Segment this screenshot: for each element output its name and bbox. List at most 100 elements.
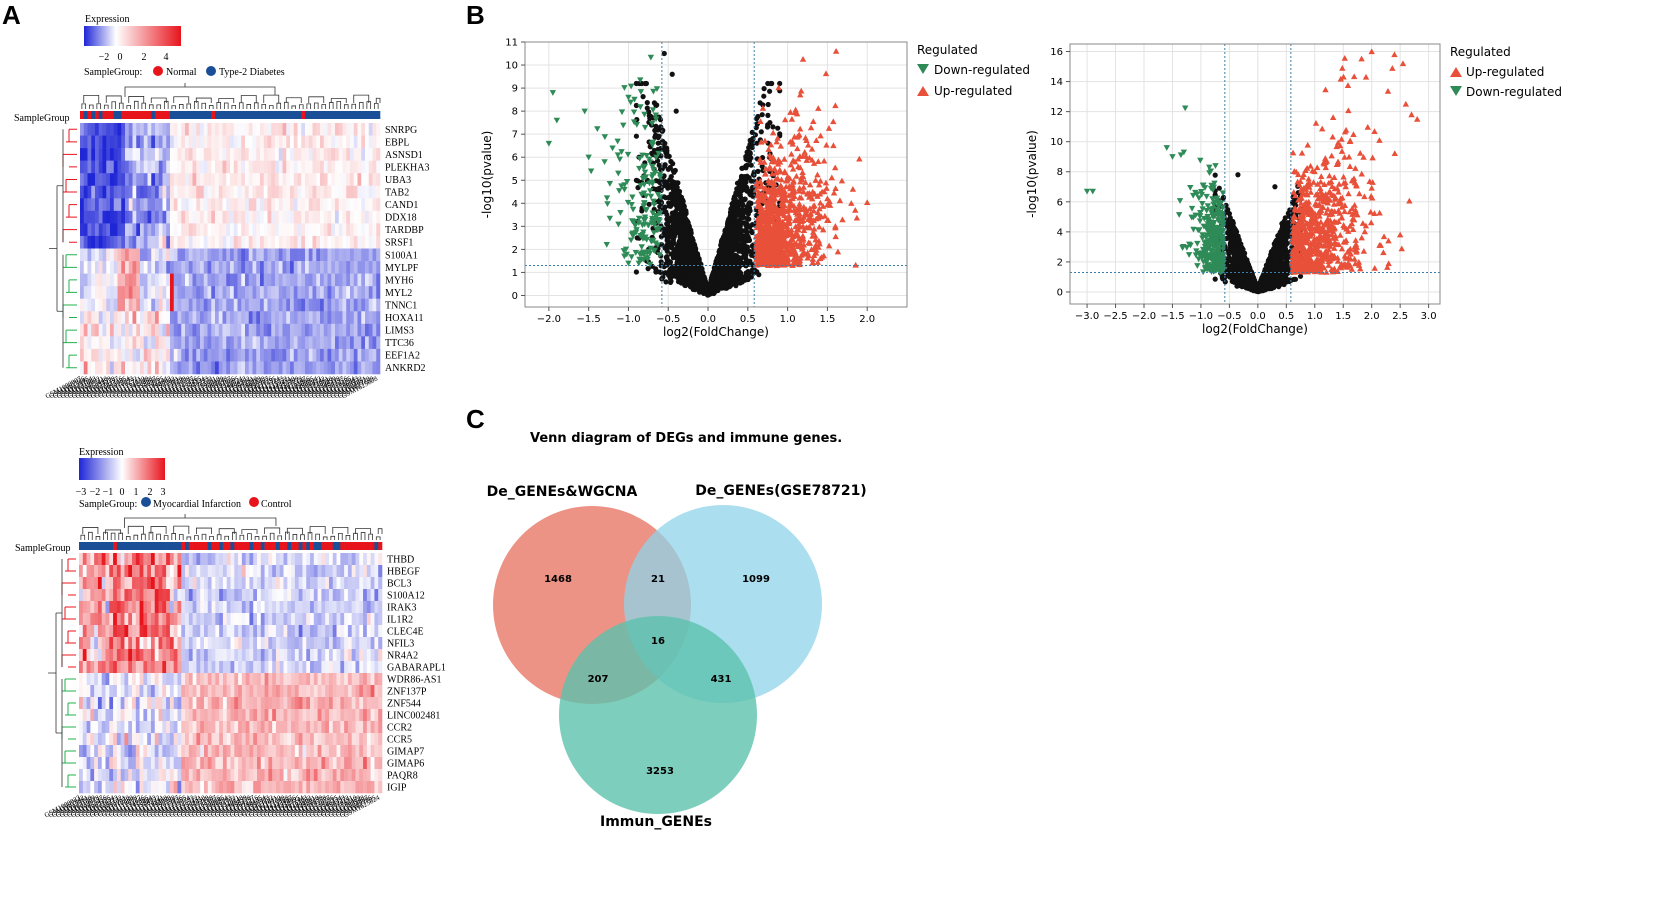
heatmap-cell xyxy=(147,721,152,734)
heatmap-cell xyxy=(263,123,268,136)
heatmap-cell xyxy=(368,261,373,274)
heatmap-cell xyxy=(109,637,114,650)
heatmap-cell xyxy=(200,298,205,312)
heatmap-cell xyxy=(105,565,110,578)
heatmap-cell xyxy=(316,273,321,287)
heatmap-cell xyxy=(361,123,366,136)
heatmap-cell xyxy=(305,135,310,149)
gene-label: MYH6 xyxy=(385,275,413,286)
heatmap-cell xyxy=(90,709,95,722)
heatmap-cell xyxy=(101,673,106,686)
heatmap-cell xyxy=(237,185,242,199)
heatmap-cell xyxy=(154,661,159,674)
heatmap-cell xyxy=(278,123,283,136)
heatmap-cell xyxy=(80,210,85,224)
heatmap-cell xyxy=(215,697,220,710)
heatmap-cell xyxy=(264,781,269,794)
heatmap-cell xyxy=(260,733,265,746)
sample-labels: GSM1000007GSM1007926GSM1015845GSM1023764… xyxy=(44,374,379,400)
heatmap-cell xyxy=(90,565,95,578)
heatmap-cell xyxy=(203,261,208,274)
annotation-cell xyxy=(347,542,352,550)
heatmap-cell xyxy=(95,273,100,287)
heatmap-cell xyxy=(132,361,137,375)
heatmap-cell xyxy=(267,336,272,350)
heatmap-cell xyxy=(230,637,235,650)
heatmap-cell xyxy=(125,173,130,187)
ns-point xyxy=(777,80,783,87)
heatmap-cell xyxy=(350,223,355,237)
heatmap-cell xyxy=(378,565,383,578)
heatmap-cell xyxy=(155,273,160,287)
heatmap-cell xyxy=(226,661,231,674)
heatmap-cell xyxy=(305,185,310,199)
heatmap-cell xyxy=(342,298,347,312)
heatmap-cell xyxy=(287,553,292,566)
heatmap-cell xyxy=(143,661,148,674)
heatmap-cell xyxy=(200,613,205,626)
heatmap-cell xyxy=(143,273,148,287)
heatmap-cell xyxy=(357,311,362,325)
heatmap-cell xyxy=(368,135,373,149)
heatmap-cell xyxy=(185,637,190,650)
heatmap-cell xyxy=(188,673,193,686)
heatmap-cell xyxy=(101,769,106,782)
heatmap-cell xyxy=(113,601,118,614)
heatmap-cell xyxy=(151,286,156,299)
heatmap-cell xyxy=(252,261,257,274)
heatmap-cell xyxy=(335,248,340,262)
heatmap-cell xyxy=(305,261,310,274)
annotation-cell xyxy=(113,111,118,119)
heatmap-cell xyxy=(158,361,163,375)
heatmap-cell xyxy=(321,553,326,566)
heatmap-cell xyxy=(312,223,317,237)
heatmap-cell xyxy=(302,721,307,734)
heatmap-cell xyxy=(139,697,144,710)
heatmap-cell xyxy=(185,223,190,237)
heatmap-cell xyxy=(185,757,190,770)
heatmap-cell xyxy=(366,673,371,686)
heatmap-cell xyxy=(139,757,144,770)
heatmap-cell xyxy=(219,757,224,770)
heatmap-cell xyxy=(143,173,148,187)
heatmap-cell xyxy=(283,745,288,758)
heatmap-cell xyxy=(113,721,118,734)
heatmap-cell xyxy=(140,248,145,262)
heatmap-cell xyxy=(357,148,362,161)
heatmap-cell xyxy=(283,565,288,578)
heatmap-cell xyxy=(336,769,341,782)
heatmap-cell xyxy=(344,697,349,710)
heatmap-cell xyxy=(376,361,381,375)
annotation-cell xyxy=(320,111,325,119)
annotation-cell xyxy=(287,542,292,550)
heatmap-cell xyxy=(268,745,273,758)
heatmap-cell xyxy=(338,210,343,224)
heatmap-cell xyxy=(226,210,231,224)
annotation-cell xyxy=(177,542,182,550)
heatmap-cell xyxy=(105,769,110,782)
heatmap-cell xyxy=(310,709,315,722)
heatmap-cell xyxy=(116,649,121,662)
heatmap-cell xyxy=(272,781,277,794)
heatmap-cell xyxy=(143,348,148,362)
heatmap-cell xyxy=(113,757,118,770)
heatmap-cell xyxy=(308,323,313,337)
heatmap-cell xyxy=(332,661,337,674)
heatmap-cell xyxy=(125,148,130,161)
heatmap-cell xyxy=(154,685,159,698)
heatmap-cell xyxy=(109,589,114,602)
heatmap-cell xyxy=(287,709,292,722)
heatmap-cell xyxy=(83,235,88,249)
dendrogram-branch xyxy=(62,254,77,369)
heatmap-cell xyxy=(332,673,337,686)
heatmap-cell xyxy=(226,565,231,578)
heatmap-cell xyxy=(169,769,174,782)
heatmap-cell xyxy=(147,565,152,578)
heatmap-cell xyxy=(95,286,100,299)
heatmap-cell xyxy=(200,625,205,638)
heatmap-cell xyxy=(359,637,364,650)
heatmap-cell xyxy=(207,757,212,770)
heatmap-cell xyxy=(233,160,238,174)
heatmap-cell xyxy=(143,135,148,149)
heatmap-cell xyxy=(321,781,326,794)
